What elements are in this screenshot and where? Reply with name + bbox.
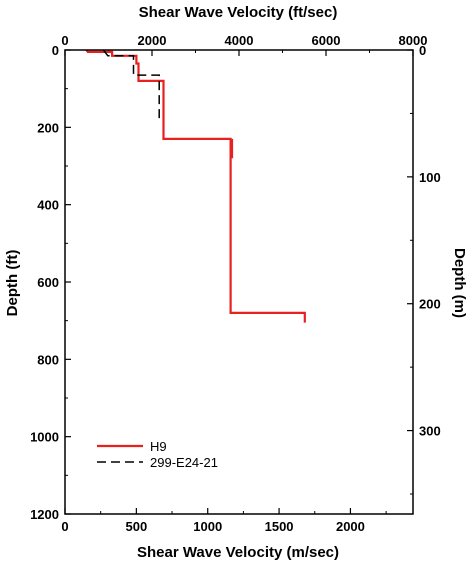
- top-tick-label-4000: 4000: [225, 33, 254, 48]
- left-tick-label-200: 200: [37, 120, 59, 135]
- left-tick-label-800: 800: [37, 352, 59, 367]
- left-y-axis-title: Depth (ft): [4, 250, 21, 317]
- left-tick-label-1000: 1000: [30, 430, 59, 445]
- bottom-tick-label-1000: 1000: [193, 519, 222, 534]
- bottom-tick-label-1500: 1500: [265, 519, 294, 534]
- right-tick-label-100: 100: [419, 170, 441, 185]
- legend-label-299-e24-21: 299-E24-21: [150, 455, 218, 470]
- top-tick-label-6000: 6000: [312, 33, 341, 48]
- series-line-299-e24-21: [102, 49, 160, 122]
- left-tick-label-400: 400: [37, 198, 59, 213]
- bottom-x-axis-title: Shear Wave Velocity (m/sec): [137, 544, 339, 561]
- legend: H9 299-E24-21: [97, 439, 218, 470]
- top-tick-label-0: 0: [61, 33, 68, 48]
- right-tick-label-300: 300: [419, 424, 441, 439]
- bottom-tick-label-0: 0: [61, 519, 68, 534]
- legend-label-h9: H9: [150, 439, 167, 454]
- bottom-tick-label-2000: 2000: [336, 519, 365, 534]
- bottom-tick-label-500: 500: [126, 519, 148, 534]
- top-tick-label-8000: 8000: [399, 33, 428, 48]
- left-tick-label-0: 0: [52, 43, 59, 58]
- top-x-axis-title: Shear Wave Velocity (ft/sec): [139, 4, 338, 21]
- plot-frame: [64, 49, 414, 515]
- top-tick-label-2000: 2000: [138, 33, 167, 48]
- right-tick-label-200: 200: [419, 297, 441, 312]
- right-y-axis-title: Depth (m): [451, 248, 468, 318]
- series-line-h9: [85, 49, 306, 323]
- left-tick-label-1200: 1200: [30, 507, 59, 522]
- right-tick-label-0: 0: [419, 43, 426, 58]
- left-tick-label-600: 600: [37, 275, 59, 290]
